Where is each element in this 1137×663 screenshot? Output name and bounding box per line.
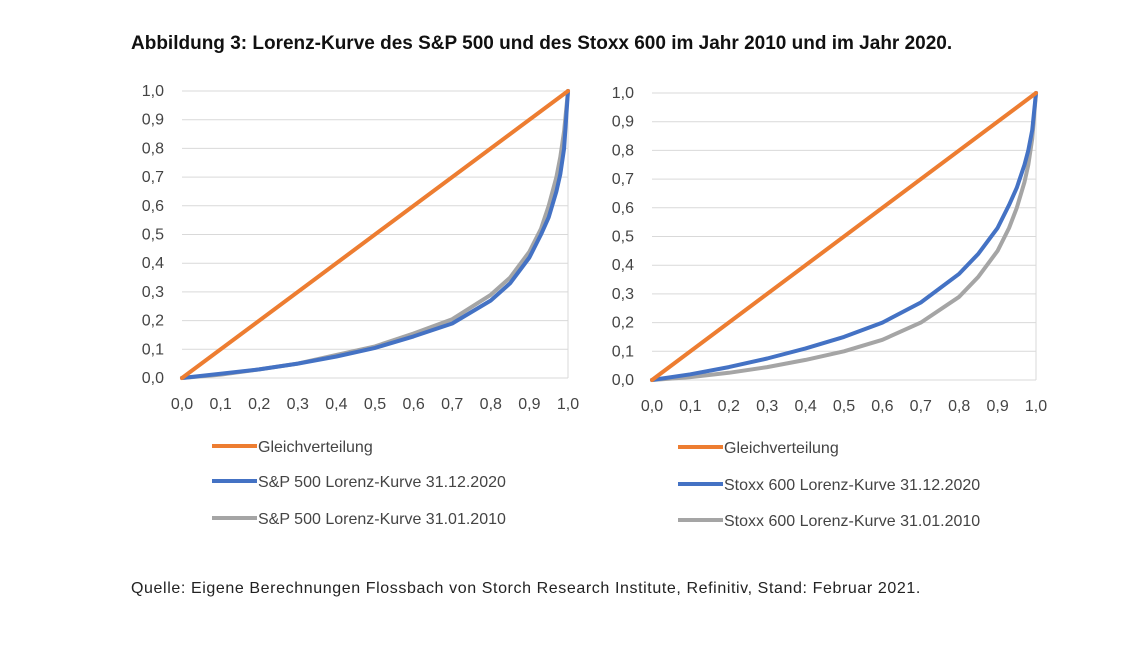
series-line-2 [650, 91, 1038, 382]
series-line-1 [650, 91, 1038, 382]
x-tick-label: 0,5 [364, 396, 386, 413]
y-tick-label: 0,6 [612, 200, 634, 217]
legend-label: Stoxx 600 Lorenz-Kurve 31.01.2010 [724, 513, 980, 530]
y-tick-label: 0,9 [612, 114, 634, 131]
x-tick-label: 0,8 [480, 396, 502, 413]
x-tick-label: 0,9 [986, 398, 1008, 415]
x-tick-label: 0,0 [171, 396, 193, 413]
y-tick-label: 0,5 [612, 229, 634, 246]
y-tick-label: 0,5 [142, 227, 164, 244]
x-tick-label: 0,9 [518, 396, 540, 413]
legend-label: Gleichverteilung [258, 439, 373, 456]
y-tick-label: 0,1 [142, 341, 164, 358]
x-tick-label: 0,5 [833, 398, 855, 415]
x-tick-label: 0,1 [209, 396, 231, 413]
x-tick-label: 0,3 [287, 396, 309, 413]
x-tick-label: 0,6 [871, 398, 893, 415]
y-tick-label: 0,0 [142, 370, 164, 387]
x-tick-label: 0,8 [948, 398, 970, 415]
legend-label: Stoxx 600 Lorenz-Kurve 31.12.2020 [724, 477, 980, 494]
y-tick-label: 0,2 [142, 313, 164, 330]
y-tick-label: 0,2 [612, 315, 634, 332]
y-tick-label: 0,0 [612, 372, 634, 389]
y-tick-label: 1,0 [612, 85, 634, 102]
series-line-0 [180, 89, 570, 380]
source-note: Quelle: Eigene Berechnungen Flossbach vo… [131, 580, 921, 597]
series-line-0 [650, 91, 1038, 382]
y-tick-label: 0,7 [142, 169, 164, 186]
y-tick-label: 0,4 [612, 257, 634, 274]
y-tick-label: 0,9 [142, 112, 164, 129]
x-tick-label: 1,0 [1025, 398, 1047, 415]
y-tick-label: 0,8 [612, 142, 634, 159]
y-tick-label: 0,8 [142, 140, 164, 157]
x-tick-label: 0,2 [248, 396, 270, 413]
x-tick-label: 0,3 [756, 398, 778, 415]
y-tick-label: 0,1 [612, 343, 634, 360]
x-tick-label: 0,4 [794, 398, 816, 415]
x-tick-label: 0,7 [910, 398, 932, 415]
legend-label: Gleichverteilung [724, 440, 839, 457]
chart-sp500: 0,0 0,1 0,2 0,3 0,4 0,5 0,6 0,7 0,8 0,9 1,0 0,0 0,1 0… [142, 83, 579, 528]
legend-label: S&P 500 Lorenz-Kurve 31.01.2010 [258, 511, 506, 528]
y-tick-label: 0,3 [612, 286, 634, 303]
figure-title: Abbildung 3: Lorenz-Kurve des S&P 500 un… [131, 33, 953, 54]
y-tick-label: 0,3 [142, 284, 164, 301]
legend-label: S&P 500 Lorenz-Kurve 31.12.2020 [258, 474, 506, 491]
x-tick-label: 1,0 [557, 396, 579, 413]
y-tick-label: 1,0 [142, 83, 164, 100]
x-tick-label: 0,2 [718, 398, 740, 415]
y-tick-label: 0,7 [612, 171, 634, 188]
y-tick-label: 0,6 [142, 198, 164, 215]
x-tick-label: 0,0 [641, 398, 663, 415]
chart-stoxx600: 0,0 0,1 0,2 0,3 0,4 0,5 0,6 0,7 0,8 0,9 1,0 0,0 0,1 0… [612, 85, 1047, 530]
series-line-1 [180, 89, 570, 380]
y-tick-label: 0,4 [142, 255, 164, 272]
x-tick-label: 0,7 [441, 396, 463, 413]
x-tick-label: 0,4 [325, 396, 347, 413]
x-tick-label: 0,1 [679, 398, 701, 415]
x-tick-label: 0,6 [402, 396, 424, 413]
